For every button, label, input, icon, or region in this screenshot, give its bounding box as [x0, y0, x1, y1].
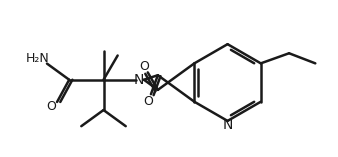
Text: O: O [144, 95, 153, 108]
Text: N: N [134, 73, 144, 87]
Text: O: O [46, 100, 56, 113]
Text: H₂N: H₂N [26, 52, 50, 65]
Text: N: N [222, 118, 233, 132]
Text: O: O [139, 60, 149, 73]
